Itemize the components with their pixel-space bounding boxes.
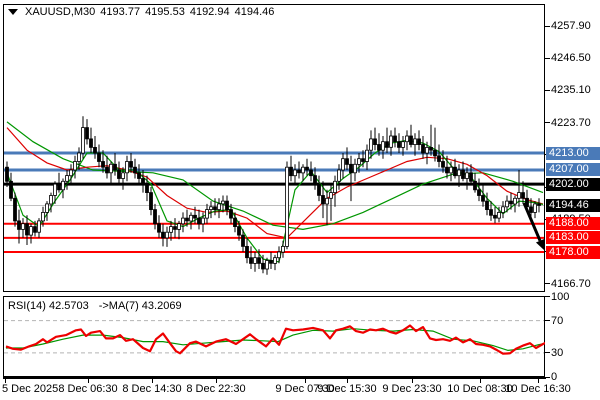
time-label: 9 Dec 07:30 (275, 383, 335, 395)
rsi-tick (545, 296, 550, 297)
rsi-tick (545, 352, 550, 354)
main-chart-panel[interactable] (3, 4, 545, 292)
price-label-4178.00: 4178.00 (546, 245, 600, 259)
time-label: 8 Dec 22:30 (186, 383, 246, 395)
price-tick (545, 283, 550, 285)
time-label: 9 Dec 23:30 (382, 383, 442, 395)
price-tick-label: 4246.50 (551, 52, 591, 65)
chart-title: XAUUSD,M30 4193.77 4195.53 4192.94 4194.… (8, 6, 274, 18)
time-label: 10 Dec 16:30 (505, 383, 571, 395)
rsi-tick-label: 100 (551, 290, 570, 303)
time-axis[interactable] (0, 377, 600, 387)
rsi-tick-label: 30 (551, 346, 564, 359)
price-label-4183.00: 4183.00 (546, 231, 600, 245)
rsi-panel[interactable] (3, 296, 545, 377)
rsi-line (5, 324, 545, 355)
price-tick-label: 4166.70 (551, 277, 591, 290)
rsi-tick-label: 0 (551, 371, 558, 383)
ma-fast-green-line (6, 139, 544, 263)
arrow-object[interactable] (522, 202, 545, 250)
price-label-4213.00: 4213.00 (546, 146, 600, 160)
ma-slow-green-line (6, 121, 544, 231)
time-label: 9 Dec 15:30 (317, 383, 377, 395)
ma-red-line (6, 127, 544, 239)
rsi-tick (545, 376, 550, 378)
price-tick (545, 89, 550, 91)
ohlc-low: 4192.94 (189, 6, 230, 18)
candles (5, 116, 541, 275)
price-tick-label: 4235.10 (551, 84, 591, 97)
price-tick-label: 4257.90 (551, 20, 591, 32)
rsi-tick (545, 320, 550, 322)
rsi-ma-line (6, 328, 545, 352)
ohlc-high: 4195.53 (145, 6, 185, 18)
price-label-4207.00: 4207.00 (546, 163, 600, 177)
rsi-indicator-label: RSI(14) 42.5703 ->MA(7) 43.2069 (8, 300, 182, 312)
price-label-4188.00: 4188.00 (546, 217, 600, 231)
price-tick-label: 4223.70 (551, 116, 591, 129)
rsi-panel-border (3, 296, 545, 377)
symbol-marker-icon (8, 9, 18, 15)
symbol-name: XAUUSD,M30 (25, 6, 96, 18)
time-label: 10 Dec 08:30 (447, 383, 513, 395)
rsi-tick-label: 70 (551, 314, 564, 327)
main-chart-border (3, 4, 545, 292)
rsi-ma-value-label: ->MA(7) 43.2069 (98, 300, 182, 312)
ohlc-close: 4194.46 (234, 6, 275, 18)
price-label-4194.46: 4194.46 (546, 198, 600, 212)
time-label: 5 Dec 2025 (2, 383, 59, 395)
ohlc-open: 4193.77 (100, 6, 141, 18)
price-tick (545, 25, 550, 27)
price-tick (545, 57, 550, 59)
rsi-value-label: RSI(14) 42.5703 (8, 300, 89, 312)
time-label: 8 Dec 14:30 (122, 383, 182, 395)
price-tick (545, 122, 550, 124)
time-label: 8 Dec 06:30 (58, 383, 118, 395)
price-label-4202.00: 4202.00 (546, 177, 600, 191)
